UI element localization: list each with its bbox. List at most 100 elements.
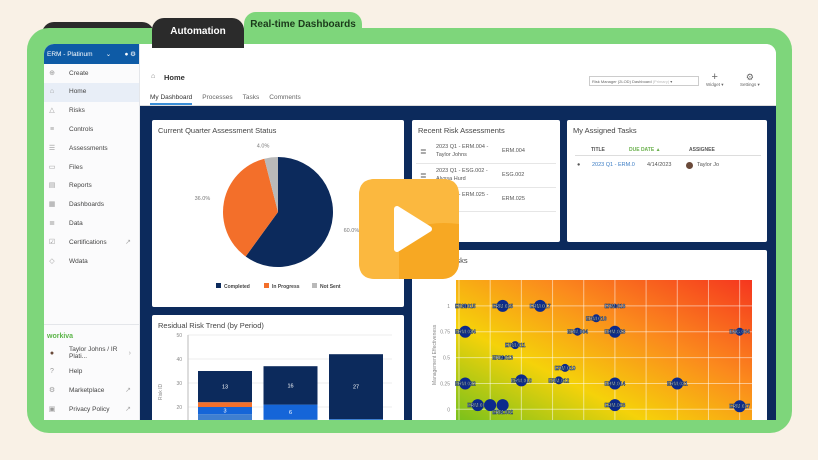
legend-item[interactable]: In Progress (264, 283, 300, 290)
scatter-point[interactable]: ERM.012 (548, 376, 570, 385)
task-title-link[interactable]: 2023 Q1 - ERM.0 (592, 162, 635, 168)
legend-item[interactable]: Completed (216, 283, 250, 290)
scatter-point[interactable]: ERM.002 (492, 399, 513, 416)
sidebar-item-data[interactable]: ≣ Data (44, 214, 139, 233)
sidebar: ERM - Platinum ⌄ ● ⚙ ⊕ Create ⌂ Home △ Risks ≡ Co… (44, 44, 140, 420)
scatter-point[interactable]: ERM.025 (492, 299, 513, 312)
workspace-name[interactable]: ERM - Platinum (47, 50, 93, 58)
table-row[interactable]: ● 2023 Q1 - ERM.0 4/14/2023 Taylor Jo (575, 162, 761, 174)
bar-segment[interactable] (198, 414, 252, 420)
scatter-point[interactable]: ERM.027 (729, 400, 750, 413)
scatter-point[interactable]: ESG.004 (729, 327, 750, 336)
scatter-point[interactable]: ERM.021 (667, 377, 688, 390)
workspace-header[interactable]: ERM - Platinum ⌄ ● ⚙ (44, 44, 139, 64)
sidebar-footer-2[interactable]: ⚙ Marketplace ↗ (44, 382, 139, 401)
point-marker (735, 327, 744, 336)
scatter-point[interactable]: ERM.023 (604, 325, 626, 338)
tab-tasks[interactable]: Tasks (242, 94, 260, 101)
help-icon: ? (50, 368, 54, 376)
bar-segment[interactable] (263, 366, 318, 405)
scatter-point[interactable]: ERM.016 (586, 314, 607, 322)
list-item[interactable]: ≣ 2023 Q1 - ERM.004 - Taylor Johns ERM.004 (416, 140, 556, 164)
tab-comments[interactable]: Comments (269, 94, 301, 101)
point-label: ERM.010 (511, 378, 532, 384)
y-axis-label: Management Effectiveness (432, 324, 438, 385)
point-marker (561, 363, 570, 372)
scatter-point[interactable]: ERM.010 (511, 374, 532, 387)
scatter-point[interactable]: ERM.013 (492, 355, 513, 362)
scatter-point[interactable]: ERM.011 (505, 341, 526, 349)
point-label: ERM.014 (604, 381, 625, 387)
assessment-name-link[interactable]: 2023 Q1 - ESG.002 - Alyssa Hurd (436, 168, 488, 182)
scatter-point[interactable]: ERM.004 (567, 327, 588, 336)
scatter-point[interactable]: ERM.024 (455, 325, 476, 338)
sidebar-item-label: Files (69, 163, 83, 171)
sidebar-item-files[interactable]: ▭ Files (44, 158, 139, 177)
point-label: ERM.022 (455, 381, 476, 387)
tab-my-dashboard[interactable]: My Dashboard (150, 94, 193, 105)
dashboard-select[interactable]: Risk Manager (2LOD) Dashboard (Primary) … (589, 76, 699, 86)
avatar (686, 162, 693, 169)
bar-segment[interactable] (263, 419, 318, 420)
scatter-point[interactable]: ERM.003 (604, 399, 626, 412)
sidebar-item-create[interactable]: ⊕ Create (44, 64, 139, 83)
list-item[interactable]: ≣ 2023 Q1 - ESG.002 - Alyssa Hurd ESG.002 (416, 164, 556, 188)
plus-circle-icon: ⊕ (49, 69, 55, 77)
scatter-point[interactable] (484, 399, 497, 412)
sidebar-footer-1[interactable]: ? Help (44, 363, 139, 382)
pie-slice-completed[interactable] (245, 157, 333, 267)
tab-real-time-dashboards[interactable]: Real-time Dashboards (244, 12, 362, 42)
sidebar-item-home[interactable]: ⌂ Home (44, 82, 139, 102)
sidebar-item-controls[interactable]: ≡ Controls (44, 120, 139, 139)
column-header-due-date[interactable]: DUE DATE ▲ (629, 147, 661, 153)
pie-data-label: 36.0% (195, 196, 211, 202)
chevron-down-icon[interactable]: ⌄ (105, 51, 112, 58)
play-icon (359, 179, 459, 279)
scatter-point[interactable]: ERM.008 (467, 399, 489, 412)
legend-item[interactable]: Not Sent (312, 283, 341, 290)
tab-automation[interactable]: Automation (152, 18, 244, 48)
bar-segment[interactable] (198, 371, 252, 403)
gear-icon: ⚙ (745, 72, 754, 82)
panel-title: Residual Risk Trend (by Period) (158, 321, 264, 330)
point-label: ERM.018 (604, 304, 625, 310)
scatter-point[interactable]: ERM.022 (455, 377, 476, 390)
sidebar-footer-0[interactable]: ● Taylor Johns / IR Plati... › (44, 344, 139, 363)
notifications-icon[interactable]: ● ⚙ (124, 51, 136, 58)
sidebar-item-wdata[interactable]: ◇ Wdata (44, 252, 139, 271)
workiva-logo: workiva (47, 333, 74, 340)
sidebar-item-label: Certifications (69, 238, 107, 246)
scatter-point[interactable]: ERM.014 (604, 377, 626, 390)
bar-segment[interactable] (329, 354, 383, 419)
settings-button[interactable]: ⚙ Settings ▾ (740, 72, 760, 87)
point-label: ERM.008 (467, 403, 488, 409)
sidebar-item-certifications[interactable]: ☑ Certifications ↗ (44, 233, 139, 252)
sidebar-item-assessments[interactable]: ☰ Assessments (44, 139, 139, 158)
bar-segment[interactable] (198, 402, 252, 407)
bar-segment[interactable] (329, 419, 383, 420)
column-header-title[interactable]: TITLE (591, 147, 605, 153)
scatter-point[interactable]: ERM.015 (455, 304, 476, 310)
pie-slice-in-progress[interactable] (223, 158, 278, 257)
play-button[interactable] (359, 179, 459, 279)
sidebar-item-risks[interactable]: △ Risks (44, 102, 139, 121)
point-label: ERM.016 (586, 316, 607, 322)
sidebar-footer-3[interactable]: ▣ Privacy Policy ↗ (44, 400, 139, 419)
pie-slice-not-sent[interactable] (264, 157, 278, 212)
y-tick-label: 30 (176, 381, 182, 387)
scatter-point[interactable]: ERM.019 (554, 363, 576, 372)
column-header-assignee[interactable]: ASSIGNEE (689, 147, 715, 153)
widget-button[interactable]: + Widget ▾ (706, 71, 724, 88)
legend-label: In Progress (272, 284, 300, 290)
home-icon: ⌂ (49, 88, 55, 96)
assessment-name-link[interactable]: 2023 Q1 - ERM.004 - Taylor Johns (436, 144, 489, 158)
tab-processes[interactable]: Processes (202, 94, 233, 101)
sidebar-item-label: Dashboards (69, 201, 105, 209)
scatter-point[interactable]: ERM.018 (604, 304, 625, 310)
bar-segment[interactable] (263, 404, 318, 419)
bar-segment[interactable] (198, 407, 252, 415)
sidebar-item-dashboards[interactable]: ▦ Dashboards (44, 196, 139, 215)
scatter-point[interactable]: ERM.017 (529, 299, 551, 312)
sidebar-item-reports[interactable]: ▤ Reports (44, 177, 139, 196)
